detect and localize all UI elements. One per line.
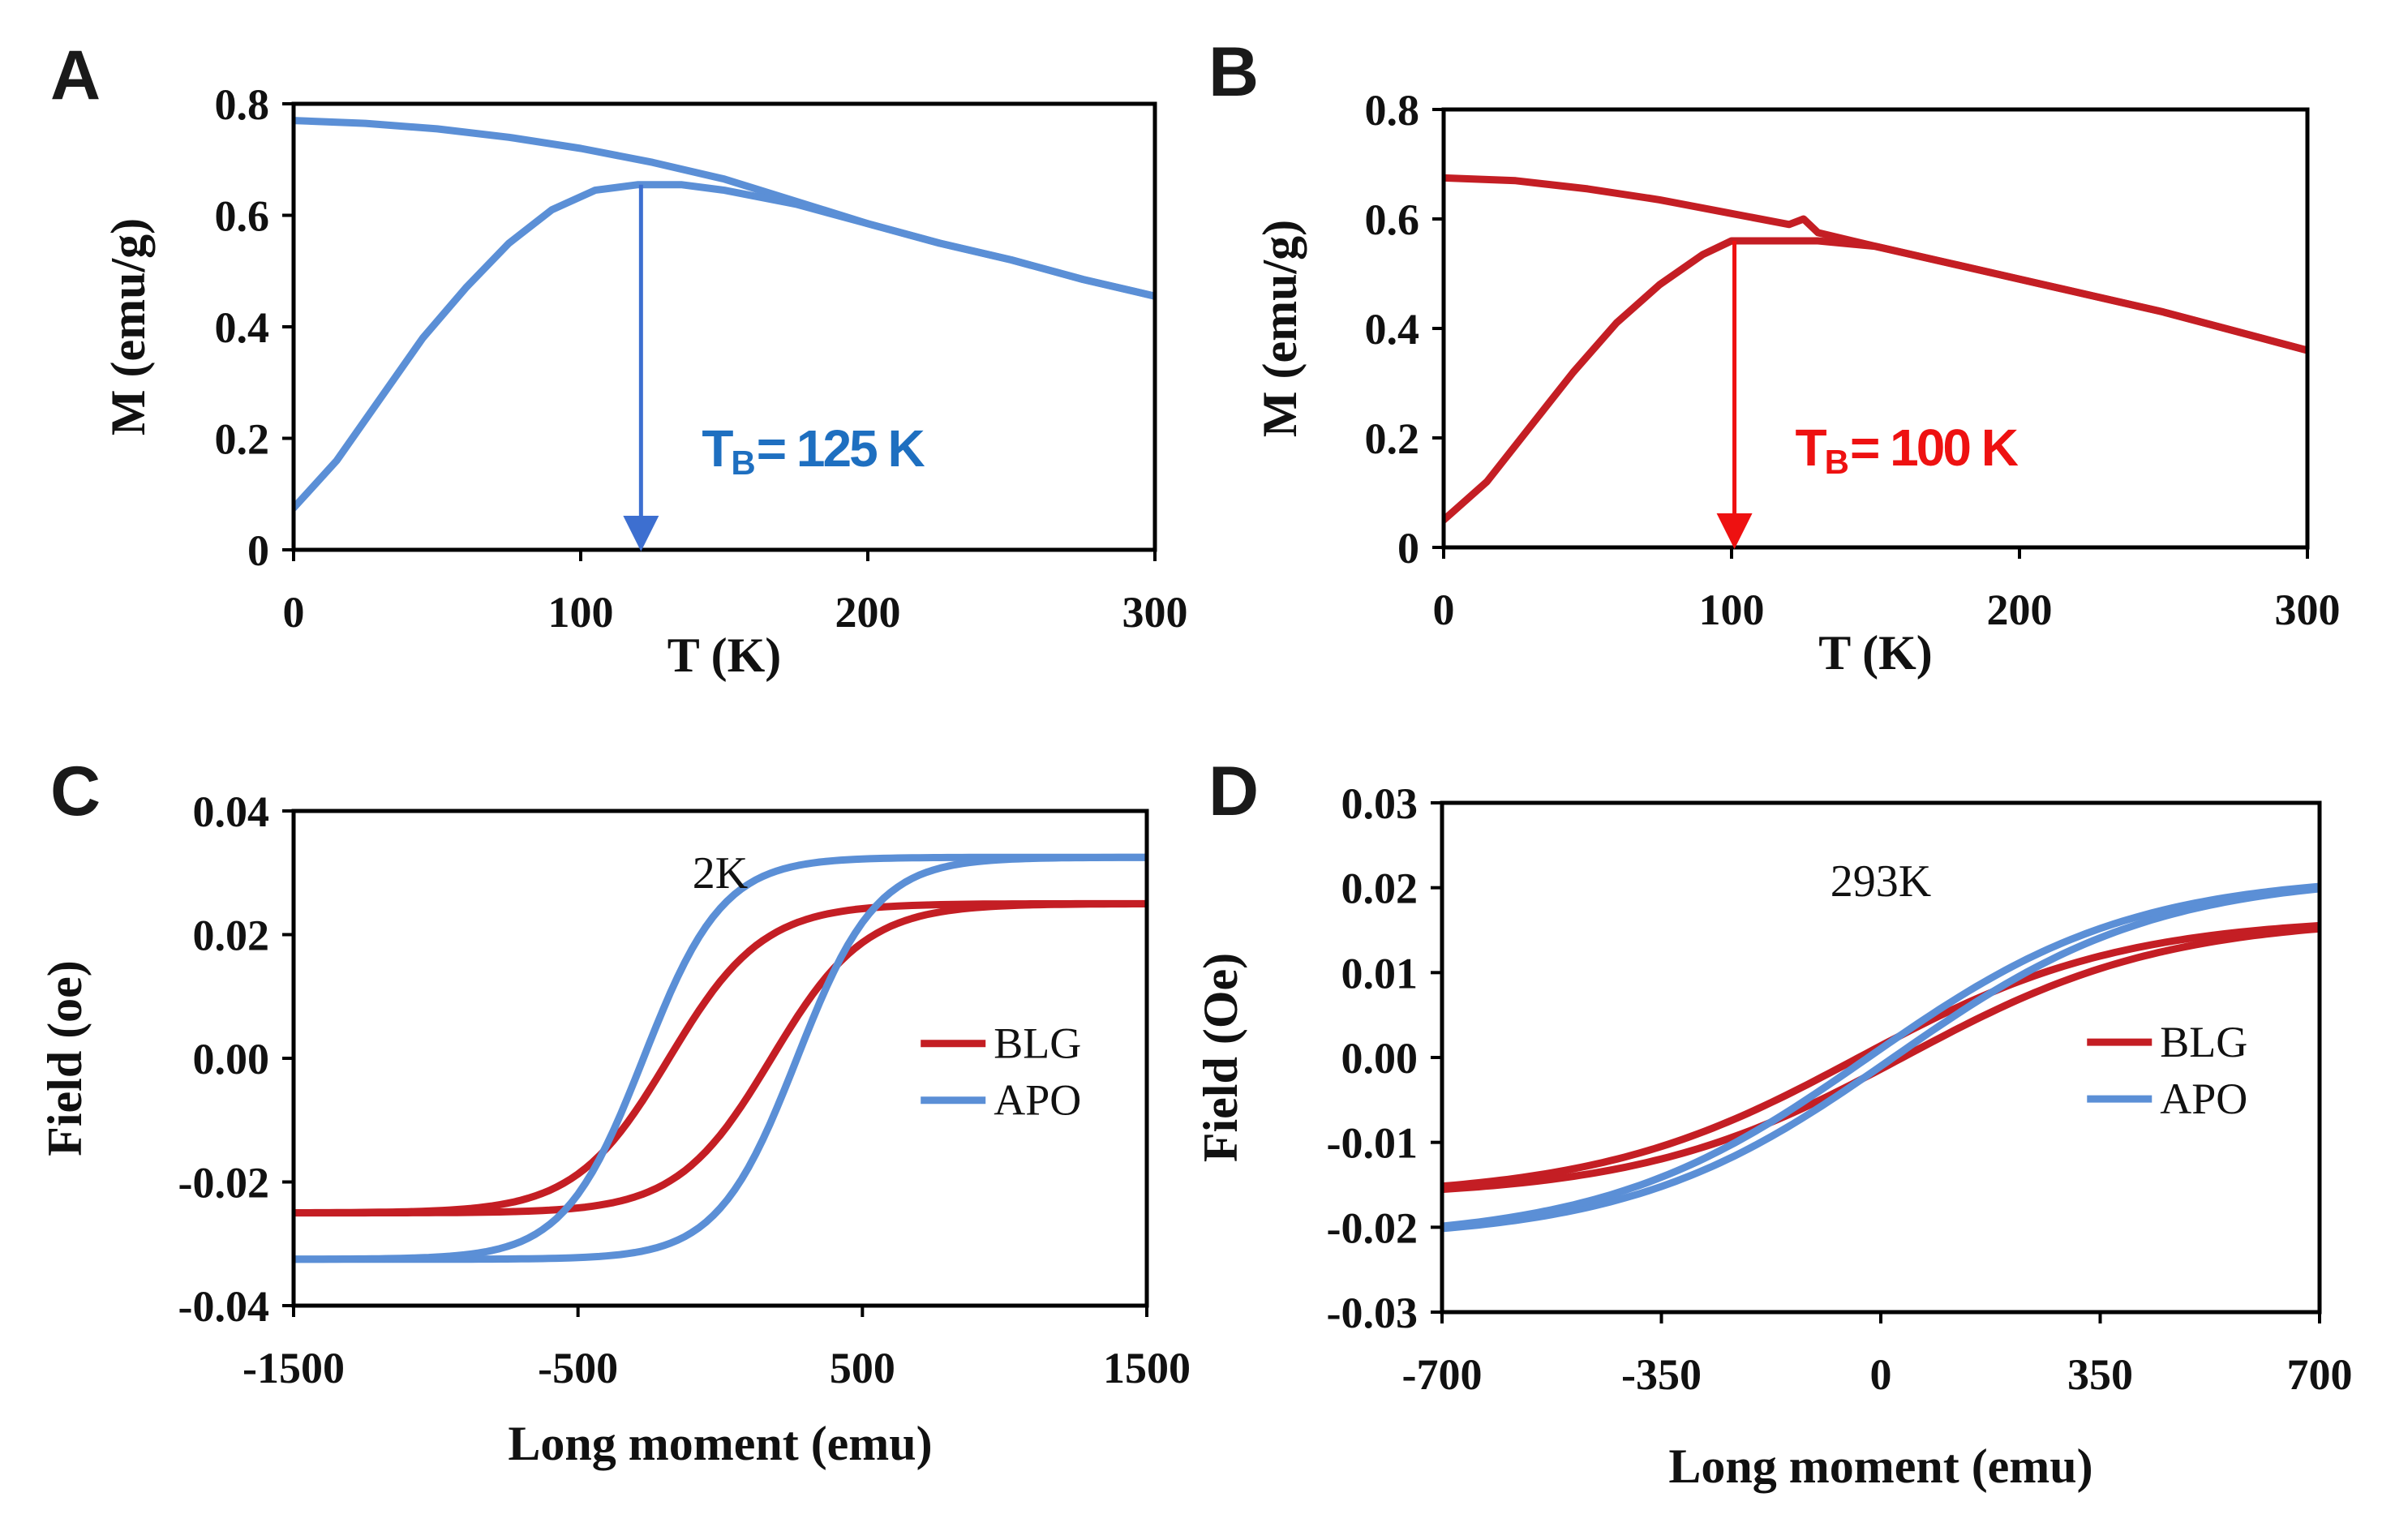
legend-label-apo: APO bbox=[2160, 1075, 2247, 1123]
annotation-arrow-head bbox=[623, 516, 659, 551]
y-tick-label: 0.00 bbox=[193, 1035, 270, 1083]
y-tick-label: 0.03 bbox=[1341, 779, 1419, 828]
panel-letter: A bbox=[50, 36, 101, 114]
legend-label-blg: BLG bbox=[994, 1019, 1081, 1068]
series-line-zfc bbox=[1444, 237, 2307, 524]
y-tick-label: -0.03 bbox=[1327, 1289, 1418, 1337]
panel-c: C -1500 -500 500 1500 -0.04 -0.02 0.00 0.02 0.04 L… bbox=[38, 753, 1191, 1470]
y-tick-label: 0.6 bbox=[215, 192, 270, 241]
y-tick-label: 0 bbox=[247, 526, 269, 575]
plot-frame bbox=[291, 101, 1157, 552]
y-axis-label: M (emu/g) bbox=[101, 218, 155, 435]
x-tick-label: 1500 bbox=[1103, 1344, 1191, 1392]
x-tick-label: 100 bbox=[1699, 586, 1765, 634]
series-group bbox=[294, 853, 1147, 1263]
x-axis-label: T (K) bbox=[667, 628, 782, 682]
series-group bbox=[1444, 174, 2307, 524]
x-tick-label: -1500 bbox=[243, 1344, 345, 1392]
y-tick-label: -0.02 bbox=[1327, 1203, 1418, 1252]
tb-subscript: B bbox=[1825, 443, 1848, 481]
panel-letter: D bbox=[1208, 753, 1259, 830]
x-axis-label: Long moment (emu) bbox=[1668, 1439, 2092, 1493]
x-axis-label: T (K) bbox=[1818, 626, 1933, 680]
y-tick-label: -0.02 bbox=[178, 1159, 269, 1208]
series-line-fc bbox=[1444, 174, 2307, 354]
y-tick-label: 0.04 bbox=[193, 787, 270, 836]
annotation-arrow-head bbox=[1716, 513, 1753, 549]
series-group bbox=[294, 117, 1155, 512]
y-tick-label: -0.04 bbox=[178, 1282, 269, 1331]
y-tick-label: 0.6 bbox=[1365, 195, 1420, 244]
y-axis-label: M (emu/g) bbox=[1253, 220, 1307, 437]
panel-d: D -700 -350 0 350 700 -0.03 -0.02 -0.01 0.00 0.01 0… bbox=[1194, 753, 2353, 1493]
series-line-apo-descending bbox=[294, 853, 1147, 1263]
x-tick-label: 300 bbox=[2275, 586, 2341, 634]
plot-frame bbox=[1441, 107, 2310, 550]
y-tick-label: 0.8 bbox=[215, 80, 270, 129]
tb-value: = 125 K bbox=[757, 419, 925, 478]
y-tick-label: 0.8 bbox=[1365, 86, 1420, 135]
y-tick-label: 0.01 bbox=[1341, 949, 1419, 997]
y-tick-label: -0.01 bbox=[1327, 1119, 1418, 1168]
panel-a: A 0 100 200 300 0 0.2 0.4 0.6 0.8 T (K) M (emu/g) TB… bbox=[50, 36, 1188, 682]
series-line-zfc bbox=[294, 181, 1155, 512]
y-tick-label: 0.2 bbox=[1365, 414, 1420, 463]
x-tick-label: 200 bbox=[835, 588, 901, 637]
x-tick-label: 200 bbox=[1987, 586, 2053, 634]
x-tick-label: 350 bbox=[2067, 1350, 2133, 1399]
x-tick-label: -350 bbox=[1621, 1350, 1702, 1399]
x-tick-label: 0 bbox=[283, 588, 305, 637]
legend-label-blg: BLG bbox=[2160, 1018, 2247, 1066]
x-tick-label: 100 bbox=[548, 588, 614, 637]
x-tick-label: -700 bbox=[1402, 1350, 1483, 1399]
tb-prefix: T bbox=[1796, 418, 1827, 477]
y-tick-label: 0.00 bbox=[1341, 1034, 1419, 1083]
y-axis-label: Field (oe) bbox=[38, 960, 92, 1156]
series-group bbox=[1442, 882, 2320, 1233]
y-tick-label: 0.4 bbox=[215, 303, 270, 352]
x-tick-label: 300 bbox=[1122, 588, 1188, 637]
blocking-temperature-label: TB= 125 K bbox=[702, 419, 925, 482]
plot-title: 293K bbox=[1831, 856, 1931, 907]
y-tick-label: 0.2 bbox=[215, 415, 270, 464]
y-axis-label: Field (Oe) bbox=[1194, 953, 1247, 1162]
tb-value: = 100 K bbox=[1850, 418, 2019, 477]
plot-title: 2K bbox=[693, 848, 748, 899]
panel-letter: B bbox=[1208, 33, 1259, 111]
y-tick-label: 0 bbox=[1397, 524, 1419, 573]
y-tick-label: 0.02 bbox=[1341, 864, 1419, 913]
x-tick-label: 0 bbox=[1433, 586, 1455, 634]
y-tick-label: 0.02 bbox=[193, 912, 270, 960]
x-tick-label: 500 bbox=[830, 1344, 895, 1392]
series-line-fc bbox=[294, 117, 1155, 300]
series-line-apo-ascending bbox=[1442, 885, 2320, 1233]
series-line-apo-descending bbox=[1442, 882, 2320, 1230]
legend-label-apo: APO bbox=[994, 1076, 1081, 1125]
blocking-temperature-label: TB= 100 K bbox=[1796, 418, 2019, 481]
x-tick-label: -500 bbox=[538, 1344, 618, 1392]
panel-letter: C bbox=[50, 753, 101, 830]
x-tick-label: 700 bbox=[2287, 1350, 2353, 1399]
x-tick-label: 0 bbox=[1870, 1350, 1892, 1399]
y-tick-label: 0.4 bbox=[1365, 305, 1420, 354]
x-axis-label: Long moment (emu) bbox=[508, 1417, 932, 1470]
series-line-blg-descending bbox=[294, 899, 1147, 1216]
tb-prefix: T bbox=[702, 419, 733, 478]
tb-subscript: B bbox=[731, 444, 754, 482]
